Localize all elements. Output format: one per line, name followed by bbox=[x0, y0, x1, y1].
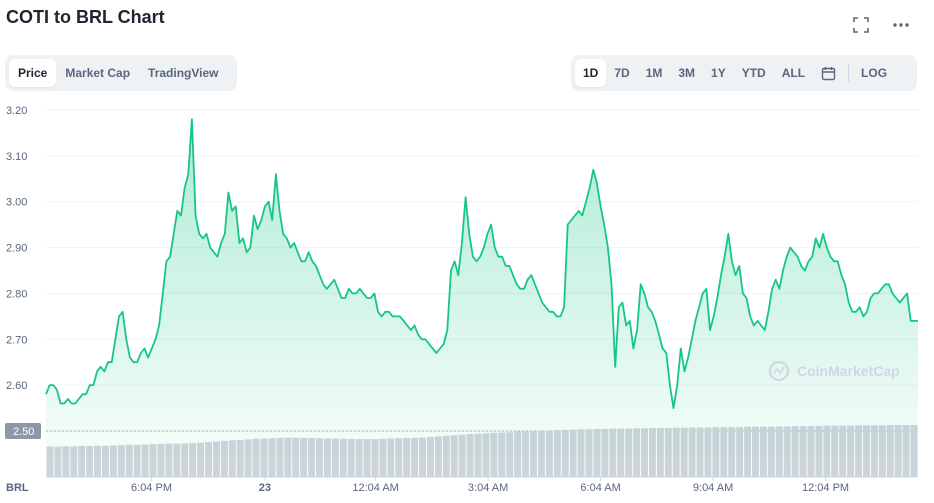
y-tick-label: 2.60 bbox=[6, 380, 27, 392]
y-tick-label: 2.90 bbox=[6, 243, 27, 255]
coinmarketcap-logo-icon bbox=[768, 360, 790, 382]
y-tick-label: 2.80 bbox=[6, 288, 27, 300]
y-axis: 3.20 3.10 3.00 2.90 2.80 2.70 2.60 2.50 bbox=[5, 105, 41, 439]
x-tick-label: 9:04 AM bbox=[693, 482, 733, 494]
x-axis: BRL 6:04 PM 23 12:04 AM 3:04 AM 6:04 AM 9:04 A… bbox=[6, 476, 918, 494]
log-scale-toggle[interactable]: LOG bbox=[861, 66, 888, 80]
watermark: CoinMarketCap bbox=[768, 360, 900, 382]
tab-market-cap[interactable]: Market Cap bbox=[65, 66, 131, 80]
current-price-box bbox=[5, 423, 41, 439]
range-all[interactable]: ALL bbox=[781, 66, 806, 80]
current-price-label: 2.50 bbox=[13, 426, 34, 438]
top-right-controls bbox=[850, 14, 912, 36]
time-range-tabs: 1D 7D 1M 3M 1Y YTD ALL LOG bbox=[571, 55, 917, 91]
price-area bbox=[46, 119, 918, 477]
divider bbox=[848, 64, 850, 82]
range-3m[interactable]: 3M bbox=[678, 66, 696, 80]
range-1m[interactable]: 1M bbox=[645, 66, 663, 80]
range-1d[interactable]: 1D bbox=[575, 59, 607, 87]
price-line bbox=[45, 118, 918, 409]
x-tick-label: 6:04 PM bbox=[131, 482, 172, 494]
expand-icon[interactable] bbox=[850, 14, 872, 36]
range-ytd[interactable]: YTD bbox=[741, 66, 766, 80]
price-area-fill bbox=[46, 119, 918, 477]
tab-tradingview[interactable]: TradingView bbox=[148, 66, 219, 80]
x-tick-label: 6:04 AM bbox=[580, 482, 620, 494]
y-tick-label: 3.00 bbox=[6, 197, 27, 209]
price-line-path bbox=[45, 118, 918, 409]
chart-title: COTI to BRL Chart bbox=[6, 7, 165, 27]
y-tick-label: 2.70 bbox=[6, 334, 27, 346]
range-1y[interactable]: 1Y bbox=[711, 66, 726, 80]
currency-label: BRL bbox=[6, 482, 29, 494]
y-tick-label: 3.20 bbox=[6, 105, 27, 117]
x-tick-label: 3:04 AM bbox=[468, 482, 508, 494]
range-7d[interactable]: 7D bbox=[614, 66, 630, 80]
chart-type-tabs: Price Market Cap TradingView bbox=[5, 55, 237, 91]
watermark-text: CoinMarketCap bbox=[797, 363, 900, 379]
x-tick-label: 23 bbox=[259, 482, 271, 494]
calendar-icon[interactable] bbox=[813, 59, 844, 87]
more-horizontal-icon[interactable] bbox=[890, 14, 912, 36]
tab-price[interactable]: Price bbox=[9, 59, 57, 87]
y-tick-label: 3.10 bbox=[6, 151, 27, 163]
x-tick-label: 12:04 AM bbox=[352, 482, 398, 494]
x-tick-label: 12:04 PM bbox=[802, 482, 849, 494]
